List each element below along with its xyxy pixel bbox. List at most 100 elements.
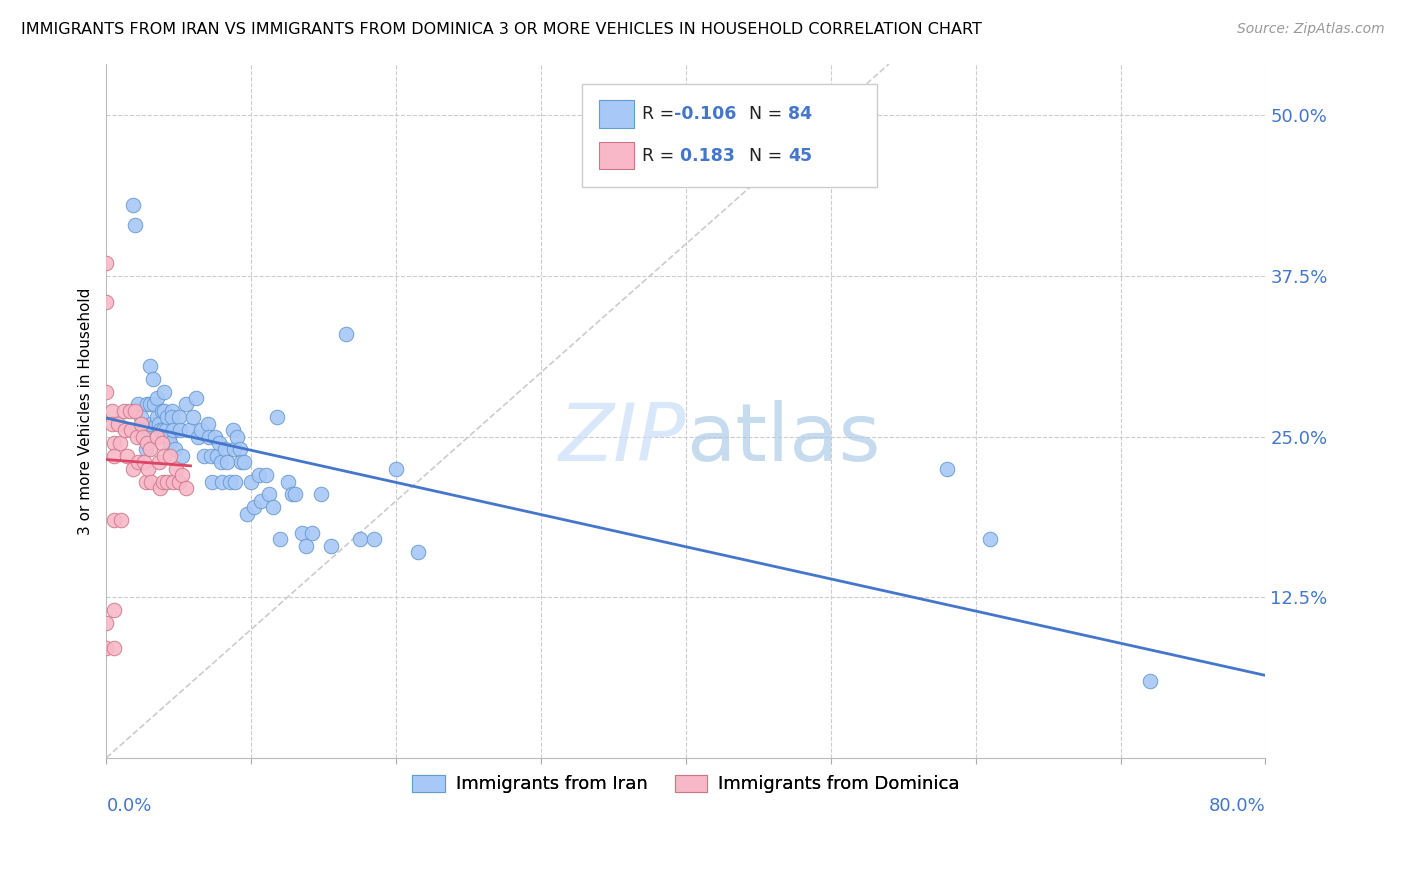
Point <box>240 475 263 489</box>
Point <box>162 423 184 437</box>
Text: Source: ZipAtlas.com: Source: ZipAtlas.com <box>1237 22 1385 37</box>
Point <box>148 417 170 431</box>
Text: -0.106: -0.106 <box>675 105 737 123</box>
Point <box>103 641 125 656</box>
Point <box>101 404 124 418</box>
Point <box>262 500 284 515</box>
Point <box>363 533 385 547</box>
Point <box>103 603 125 617</box>
Point <box>159 436 181 450</box>
Point <box>385 461 408 475</box>
Point <box>257 487 280 501</box>
Text: N =: N = <box>738 105 787 123</box>
Text: 0.0%: 0.0% <box>107 797 152 814</box>
Text: R =: R = <box>643 146 679 165</box>
Legend: Immigrants from Iran, Immigrants from Dominica: Immigrants from Iran, Immigrants from Do… <box>405 767 967 801</box>
Point <box>108 436 131 450</box>
Point <box>121 198 143 212</box>
Point <box>204 429 226 443</box>
Point <box>129 417 152 431</box>
Point <box>103 449 125 463</box>
Text: N =: N = <box>738 146 787 165</box>
Point <box>198 429 221 443</box>
Point <box>136 436 159 450</box>
Text: IMMIGRANTS FROM IRAN VS IMMIGRANTS FROM DOMINICA 3 OR MORE VEHICLES IN HOUSEHOLD: IMMIGRANTS FROM IRAN VS IMMIGRANTS FROM … <box>21 22 981 37</box>
FancyBboxPatch shape <box>599 142 634 169</box>
Point <box>201 475 224 489</box>
Point <box>291 525 314 540</box>
Point <box>233 455 256 469</box>
Text: atlas: atlas <box>686 400 880 477</box>
Point <box>143 397 166 411</box>
Point <box>167 410 190 425</box>
Point <box>979 533 1001 547</box>
Point <box>124 404 146 418</box>
Point <box>114 423 136 437</box>
Point <box>156 475 179 489</box>
Point <box>145 417 167 431</box>
Point <box>153 449 176 463</box>
Point <box>295 539 318 553</box>
Point <box>152 423 174 437</box>
Point <box>224 475 246 489</box>
Point <box>134 423 156 437</box>
Text: 84: 84 <box>787 105 813 123</box>
FancyBboxPatch shape <box>599 100 634 128</box>
Point <box>277 475 299 489</box>
Point <box>157 429 180 443</box>
Point <box>115 449 138 463</box>
Point <box>101 417 124 431</box>
Point <box>127 397 149 411</box>
Point <box>142 372 165 386</box>
Point <box>935 461 957 475</box>
Point <box>406 545 429 559</box>
Text: ZIP: ZIP <box>558 400 686 477</box>
Point <box>125 429 148 443</box>
Point <box>131 429 153 443</box>
Point <box>222 442 245 457</box>
Point <box>186 391 208 405</box>
Y-axis label: 3 or more Vehicles in Household: 3 or more Vehicles in Household <box>79 287 93 534</box>
Point <box>153 404 176 418</box>
Point <box>155 423 177 437</box>
Point <box>309 487 332 501</box>
Point <box>170 449 193 463</box>
Point <box>174 397 197 411</box>
Point <box>177 423 200 437</box>
Point <box>193 449 215 463</box>
Point <box>205 449 228 463</box>
Point <box>152 475 174 489</box>
Point <box>187 429 209 443</box>
Point <box>96 641 118 656</box>
Text: 80.0%: 80.0% <box>1209 797 1265 814</box>
Point <box>139 397 162 411</box>
Point <box>129 410 152 425</box>
Point <box>284 487 307 501</box>
Point <box>243 500 266 515</box>
Point <box>141 417 163 431</box>
Point <box>135 442 157 457</box>
Text: 0.183: 0.183 <box>675 146 735 165</box>
Point <box>218 475 240 489</box>
Point <box>183 410 205 425</box>
Point <box>118 404 141 418</box>
Point <box>138 461 160 475</box>
FancyBboxPatch shape <box>582 84 877 186</box>
Point <box>149 481 172 495</box>
Point <box>148 455 170 469</box>
Point <box>165 461 187 475</box>
Point <box>231 455 253 469</box>
Point <box>229 442 252 457</box>
Point <box>149 423 172 437</box>
Point <box>247 468 270 483</box>
Point <box>319 539 342 553</box>
Point <box>110 513 132 527</box>
Point <box>197 417 219 431</box>
Point <box>146 429 169 443</box>
Point <box>96 294 118 309</box>
Point <box>225 429 247 443</box>
Point <box>103 513 125 527</box>
Point <box>139 359 162 373</box>
Point <box>146 391 169 405</box>
Point <box>136 397 159 411</box>
